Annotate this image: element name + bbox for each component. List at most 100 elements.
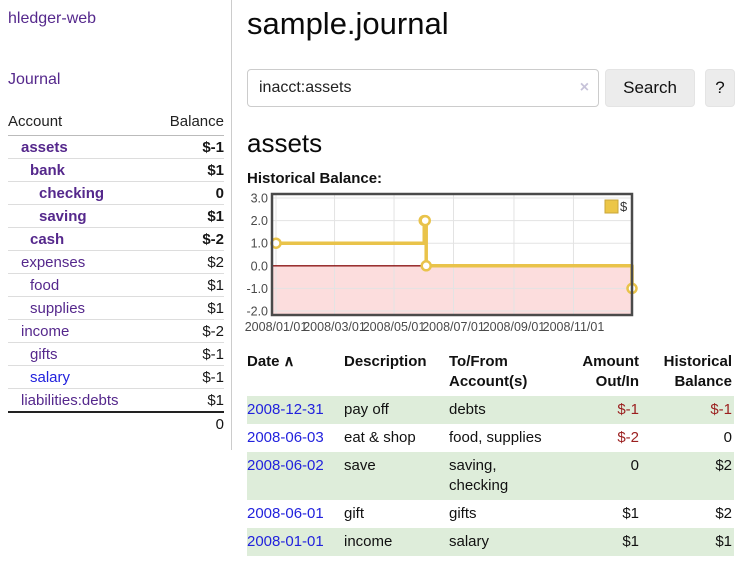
nav-journal: Journal xyxy=(8,71,224,89)
register-table-body: 2008-12-31 pay off debts $-1 $-1 2008-06-03 ea… xyxy=(247,396,734,556)
account-link-income[interactable]: income xyxy=(21,322,70,340)
x-axis-tick-label: 2008/05/01 xyxy=(363,320,426,334)
journal-link[interactable]: Journal xyxy=(8,71,61,88)
account-link-assets[interactable]: assets xyxy=(21,138,68,156)
accounts-header-account: Account xyxy=(8,113,63,130)
y-axis-tick-label: 0.0 xyxy=(251,259,268,273)
data-point-marker xyxy=(419,214,431,227)
transaction-cell: saving, checking xyxy=(449,457,509,494)
transaction-row[interactable]: 2008-01-01 income salary $1 $1 xyxy=(247,528,734,556)
historical-balance-chart: 3.0 2.0 1.0 0.0 -1.0 -2.02008/01/012008/03/01… xyxy=(245,192,638,334)
account-balance: $-2 xyxy=(202,230,224,248)
legend-label: $ xyxy=(620,199,628,214)
transaction-cell: debts xyxy=(449,401,486,418)
accounts-table-body: assets $-1 bank $1 checking 0 saving $1 cash $-2 e… xyxy=(8,136,224,412)
transaction-date-link[interactable]: 2008-01-01 xyxy=(247,533,324,550)
x-axis-tick-label: 2008/09/01 xyxy=(483,320,546,334)
transaction-cell: pay off xyxy=(344,401,389,418)
register-header-accounts: To/From Account(s) xyxy=(449,353,528,390)
app-title: hledger-web xyxy=(8,10,224,28)
transaction-cell: save xyxy=(344,457,376,474)
account-row: salary $-1 xyxy=(8,366,224,389)
y-axis-tick-label: -1.0 xyxy=(246,282,268,296)
transaction-row[interactable]: 2008-12-31 pay off debts $-1 $-1 xyxy=(247,396,734,424)
account-balance: $-1 xyxy=(202,345,224,363)
account-link-salary[interactable]: salary xyxy=(30,368,71,386)
transaction-date-link[interactable]: 2008-06-02 xyxy=(247,457,324,474)
transaction-cell: $-2 xyxy=(617,429,639,446)
register-table: Date ∧ Description To/From Account(s) Amo… xyxy=(247,350,734,556)
transaction-cell: $-1 xyxy=(710,401,732,418)
transaction-date-link[interactable]: 2008-12-31 xyxy=(247,401,324,418)
clear-search-icon[interactable]: × xyxy=(579,79,590,96)
x-axis-tick-label: 2008/11/01 xyxy=(543,320,605,334)
account-link-saving[interactable]: saving xyxy=(39,207,87,225)
account-link-liabilities-debts[interactable]: liabilities:debts xyxy=(21,391,119,409)
account-link-expenses[interactable]: expenses xyxy=(21,253,86,271)
account-row: income $-2 xyxy=(8,320,224,343)
transaction-cell: food, supplies xyxy=(449,429,542,446)
accounts-table: Account Balance assets $-1 bank $1 checking 0… xyxy=(8,110,224,436)
account-link-cash[interactable]: cash xyxy=(30,230,65,248)
account-row: food $1 xyxy=(8,274,224,297)
account-balance: $1 xyxy=(207,276,224,294)
app-title-link[interactable]: hledger-web xyxy=(8,10,97,27)
transaction-cell: $2 xyxy=(715,457,732,474)
account-row: gifts $-1 xyxy=(8,343,224,366)
transaction-row[interactable]: 2008-06-02 save saving, checking 0 $2 xyxy=(247,452,734,500)
account-row: liabilities:debts $1 xyxy=(8,389,224,412)
help-button[interactable]: ? xyxy=(705,69,735,107)
y-axis-tick-label: 3.0 xyxy=(251,192,268,206)
account-link-food[interactable]: food xyxy=(30,276,60,294)
account-row: expenses $2 xyxy=(8,251,224,274)
account-heading: assets xyxy=(247,128,323,158)
account-row: checking 0 xyxy=(8,182,224,205)
y-axis-tick-label: 2.0 xyxy=(251,214,268,228)
register-header-amount: Amount Out/In xyxy=(582,353,639,390)
account-balance: $-1 xyxy=(202,368,224,386)
account-balance: $1 xyxy=(207,391,224,409)
account-link-gifts[interactable]: gifts xyxy=(30,345,58,363)
account-balance: $-1 xyxy=(202,138,224,156)
account-balance: $1 xyxy=(207,161,224,179)
account-row: saving $1 xyxy=(8,205,224,228)
transaction-date-link[interactable]: 2008-06-03 xyxy=(247,429,324,446)
y-axis-tick-label: 1.0 xyxy=(251,237,268,251)
x-axis-tick-label: 2008/07/01 xyxy=(422,320,485,334)
main-content: sample.journal × Search ? assets Histori… xyxy=(232,0,742,582)
transaction-date-link[interactable]: 2008-06-01 xyxy=(247,505,324,522)
transaction-row[interactable]: 2008-06-01 gift gifts $1 $2 xyxy=(247,500,734,528)
account-row: bank $1 xyxy=(8,159,224,182)
transaction-cell: $2 xyxy=(715,505,732,522)
accounts-total-row: 0 xyxy=(8,412,224,436)
transaction-cell: $-1 xyxy=(617,401,639,418)
sort-ascending-icon: ∧ xyxy=(283,353,295,370)
account-row: assets $-1 xyxy=(8,136,224,159)
accounts-total-value: 0 xyxy=(215,416,224,433)
negative-region xyxy=(272,265,632,315)
account-balance: 0 xyxy=(215,184,224,202)
transaction-cell: $1 xyxy=(715,533,732,550)
transaction-cell: $1 xyxy=(622,533,639,550)
register-header-description: Description xyxy=(344,353,427,370)
transaction-cell: $1 xyxy=(622,505,639,522)
search-form: × Search ? xyxy=(247,69,735,107)
transaction-cell: gifts xyxy=(449,505,477,522)
account-row: cash $-2 xyxy=(8,228,224,251)
transaction-cell: income xyxy=(344,533,393,550)
account-balance: $1 xyxy=(207,299,224,317)
register-header-date[interactable]: Date ∧ xyxy=(247,353,295,370)
page-title: sample.journal xyxy=(247,6,449,41)
transaction-row[interactable]: 2008-06-03 eat & shop food, supplies $-2 0 xyxy=(247,424,734,452)
search-input[interactable] xyxy=(247,69,600,107)
account-balance: $2 xyxy=(207,253,224,271)
search-button[interactable]: Search xyxy=(605,69,695,107)
x-axis-tick-label: 2008/01/01 xyxy=(245,320,308,334)
sidebar: hledger-web Journal Account Balance asse… xyxy=(0,0,232,450)
account-link-supplies[interactable]: supplies xyxy=(30,299,86,317)
account-link-checking[interactable]: checking xyxy=(39,184,105,202)
account-balance: $1 xyxy=(207,207,224,225)
account-link-bank[interactable]: bank xyxy=(30,161,66,179)
account-row: supplies $1 xyxy=(8,297,224,320)
x-axis-tick-label: 2008/03/01 xyxy=(303,320,366,334)
